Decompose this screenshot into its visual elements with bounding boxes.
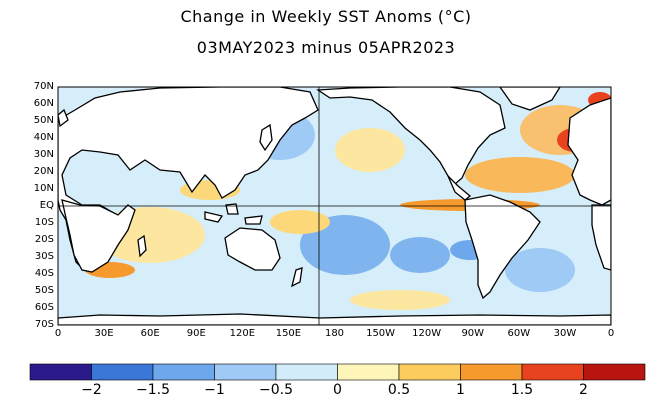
- lon-tick-label: 120W: [412, 328, 442, 339]
- colorbar-tick-label: −1.5: [136, 382, 170, 398]
- lon-tick-label: 150W: [366, 328, 396, 339]
- lon-tick-label: 180: [324, 328, 345, 339]
- lon-tick-label: 0: [607, 328, 615, 339]
- lon-tick-label: 90W: [461, 328, 485, 339]
- lat-tick-label: 60N: [33, 98, 54, 109]
- lat-tick-label: 20S: [34, 234, 54, 245]
- lat-tick-label: 30N: [33, 149, 54, 160]
- colorbar-tick-label: 0.5: [387, 382, 411, 398]
- lat-tick-label: EQ: [39, 200, 54, 211]
- lat-tick-label: 60S: [34, 302, 54, 313]
- chart-subtitle: 03MAY2023 minus 05APR2023: [196, 38, 456, 57]
- lon-tick-label: 0: [54, 328, 62, 339]
- colorbar-swatch: [152, 363, 215, 381]
- colorbar-tick-label: 0: [333, 382, 342, 398]
- lat-tick-label: 70S: [34, 319, 54, 330]
- colorbar-swatch: [91, 363, 154, 381]
- colorbar-tick-label: −0.5: [259, 382, 293, 398]
- colorbar-swatch: [460, 363, 523, 381]
- map-frame: [57, 86, 612, 326]
- lat-tick-label: 30S: [34, 251, 54, 262]
- colorbar-swatch: [583, 363, 646, 381]
- lon-tick-label: 60W: [507, 328, 531, 339]
- lon-tick-label: 30W: [553, 328, 577, 339]
- lon-tick-label: 90E: [186, 328, 206, 339]
- colorbar: [29, 363, 646, 381]
- lat-tick-label: 70N: [33, 81, 54, 92]
- colorbar-swatch: [398, 363, 461, 381]
- colorbar-tick-label: −1: [204, 382, 225, 398]
- colorbar-swatch: [214, 363, 277, 381]
- lon-tick-label: 120E: [229, 328, 256, 339]
- lat-tick-label: 10S: [34, 217, 54, 228]
- colorbar-swatch: [521, 363, 584, 381]
- lat-tick-label: 40S: [34, 268, 54, 279]
- chart-title: Change in Weekly SST Anoms (°C): [180, 7, 472, 26]
- lat-tick-label: 10N: [33, 183, 54, 194]
- lon-tick-label: 150E: [275, 328, 302, 339]
- colorbar-tick-label: 1: [456, 382, 465, 398]
- colorbar-swatch: [337, 363, 400, 381]
- colorbar-tick-label: −2: [81, 382, 102, 398]
- lon-tick-label: 30E: [94, 328, 114, 339]
- lat-tick-label: 40N: [33, 132, 54, 143]
- lat-tick-label: 50S: [34, 285, 54, 296]
- continents: [58, 87, 611, 325]
- lon-tick-label: 60E: [140, 328, 160, 339]
- lat-tick-label: 20N: [33, 166, 54, 177]
- lat-tick-label: 50N: [33, 115, 54, 126]
- colorbar-swatch: [275, 363, 338, 381]
- colorbar-swatch: [29, 363, 92, 381]
- colorbar-tick-label: 1.5: [510, 382, 534, 398]
- colorbar-tick-label: 2: [579, 382, 588, 398]
